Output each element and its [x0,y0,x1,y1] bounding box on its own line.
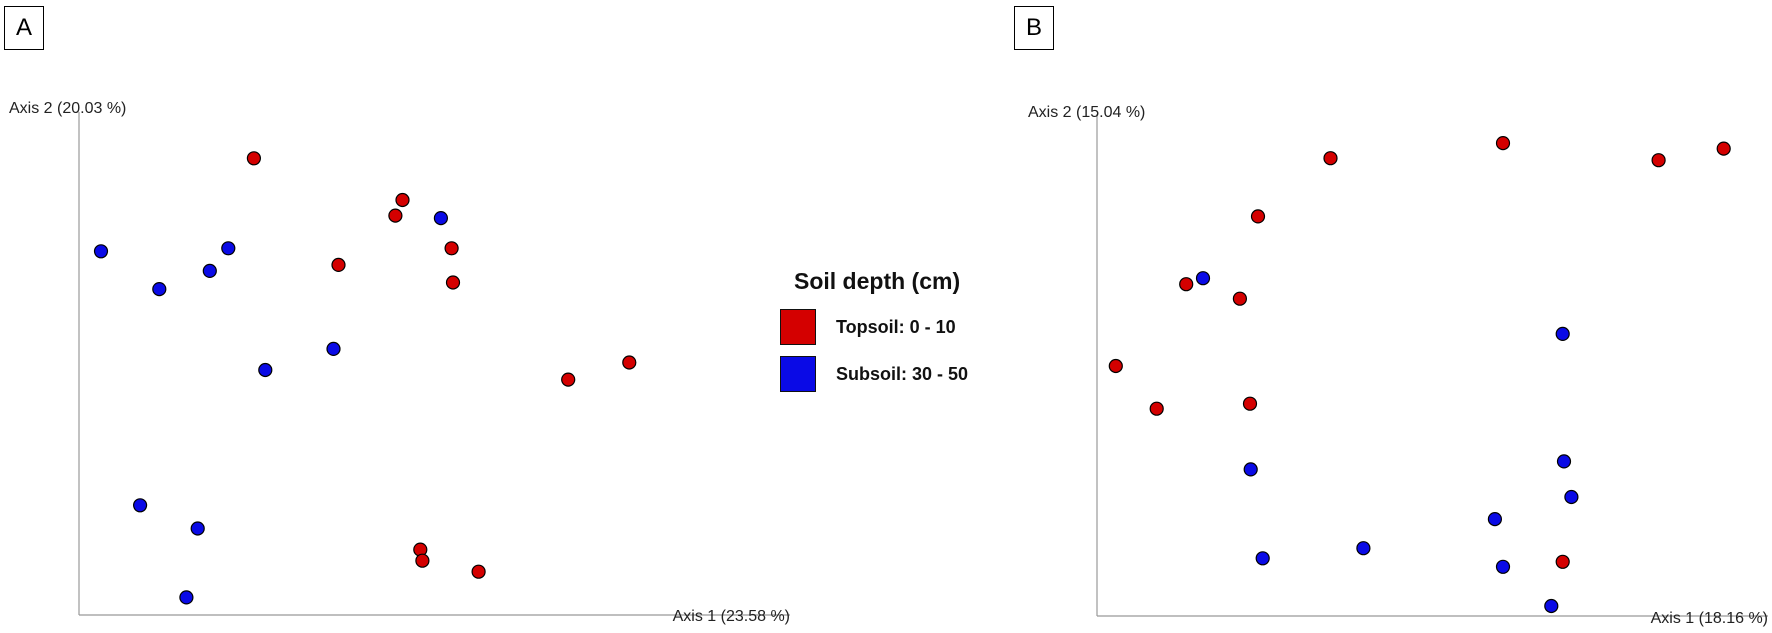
plot-b-topsoil-point-6 [1179,277,1194,292]
plot-a-subsoil-point-3 [202,263,217,278]
plot-a-y-axis-title: Axis 2 (20.03 %) [9,100,126,117]
plot-b-y-axis-title: Axis 2 (15.04 %) [1028,104,1145,121]
plot-a-subsoil-point-4 [152,282,167,297]
plot-b-subsoil-point-5 [1564,489,1579,505]
plot-a-subsoil-point-8 [133,498,148,513]
legend-swatch-topsoil [780,309,816,345]
plot-b-topsoil-point-2 [1495,136,1511,151]
plot-b-subsoil-point-9 [1495,559,1511,574]
plot-a-topsoil-point-5 [331,257,346,272]
plot-a-topsoil-point-11 [471,564,486,579]
panel-a-label: A [4,6,44,50]
plot-a-topsoil-point-8 [561,372,576,387]
plot-b-points [1108,136,1731,614]
legend-item-topsoil: Topsoil: 0 - 10 [780,309,1010,345]
plot-a-topsoil-point-3 [388,208,403,223]
plot-b-subsoil-point-1 [1195,271,1211,286]
plot-b-subsoil-point-6 [1487,511,1503,527]
plot-b-x-axis-title: Axis 1 (18.16 %) [1651,610,1768,627]
plot-a-subsoil-point-5 [433,211,448,226]
legend-title: Soil depth (cm) [794,268,961,294]
plot-a-topsoil-point-10 [415,553,430,568]
plot-a-x-axis-title: Axis 1 (23.58 %) [673,608,790,625]
plot-b-topsoil-point-8 [1108,358,1123,374]
plot-a-topsoil-point-4 [444,241,459,256]
legend-label-subsoil: Subsoil: 30 - 50 [836,363,969,384]
plot-b-topsoil-point-4 [1716,141,1731,156]
plot-b-subsoil-point-8 [1356,541,1371,556]
plot-b-topsoil-point-5 [1250,209,1266,224]
plot-b-subsoil-point-2 [1555,326,1570,341]
legend-label-topsoil: Topsoil: 0 - 10 [836,316,956,337]
plot-b-subsoil-point-3 [1243,462,1258,477]
plot-a-topsoil-point-1 [246,151,261,166]
plot-a-topsoil-point-6 [445,275,461,290]
legend-item-subsoil: Subsoil: 30 - 50 [780,356,1010,392]
plot-a-subsoil-point-6 [326,341,341,356]
plot-a-points [93,151,637,605]
plot-b-topsoil-point-9 [1149,401,1164,416]
plot-a-subsoil-point-2 [221,241,236,256]
plot-b-topsoil-point-7 [1232,291,1248,306]
legend: Soil depth (cm) Topsoil: 0 - 10 Subsoil:… [780,268,1010,403]
panel-b-label: B [1014,6,1054,50]
plot-a-topsoil-point-7 [622,355,637,370]
plot-a: Axis 2 (20.03 %) Axis 1 (23.58 %) [9,100,790,625]
plot-a-subsoil-point-1 [93,244,109,259]
plot-b-topsoil-point-11 [1555,554,1570,569]
plot-b-subsoil-point-10 [1544,598,1559,614]
plot-a-subsoil-point-9 [190,521,205,536]
plot-b: Axis 2 (15.04 %) Axis 1 (18.16 %) [1028,104,1768,627]
plot-a-subsoil-point-7 [258,362,273,378]
plot-a-subsoil-point-10 [179,590,194,605]
plot-b-topsoil-point-1 [1323,151,1338,166]
plot-b-topsoil-point-3 [1651,153,1666,168]
legend-swatch-subsoil [780,356,816,392]
plot-b-subsoil-point-4 [1556,454,1572,469]
plot-a-topsoil-point-2 [395,192,410,208]
plot-b-subsoil-point-7 [1255,551,1270,566]
plot-b-topsoil-point-10 [1242,396,1258,411]
